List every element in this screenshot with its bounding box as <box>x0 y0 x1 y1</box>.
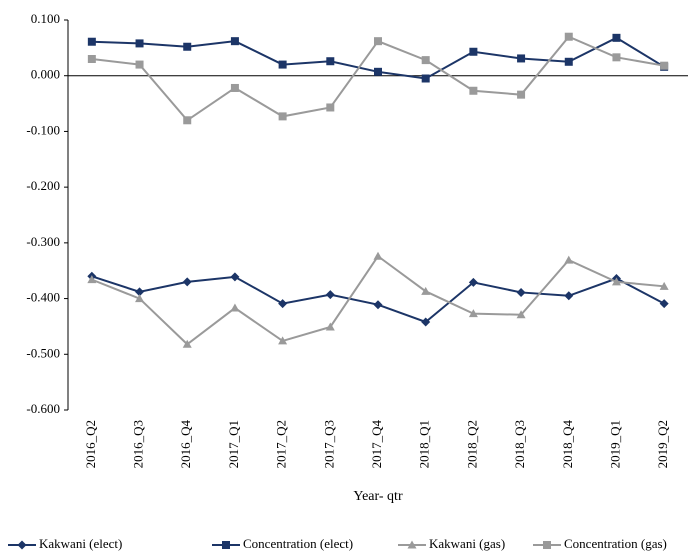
point <box>564 32 573 41</box>
x-axis-title: Year- qtr <box>353 489 403 504</box>
point <box>182 339 192 348</box>
x-tick-label: 2016_Q4 <box>178 420 193 469</box>
point <box>87 55 96 63</box>
x-tick-label: 2019_Q2 <box>655 420 670 468</box>
point <box>612 33 621 42</box>
point <box>421 56 430 65</box>
point <box>660 61 669 70</box>
x-tick-label: 2017_Q4 <box>369 420 384 469</box>
y-tick-label: -0.200 <box>26 178 60 193</box>
point <box>611 277 621 286</box>
point <box>659 281 669 290</box>
point <box>517 90 526 99</box>
x-tick-label: 2017_Q3 <box>321 420 336 468</box>
point <box>469 47 478 56</box>
legend-marker <box>222 541 230 549</box>
point <box>230 303 240 312</box>
point <box>564 57 573 66</box>
point <box>325 322 335 331</box>
series-line <box>91 275 665 324</box>
point <box>230 272 240 282</box>
point <box>278 299 288 309</box>
y-tick-label: -0.100 <box>26 122 60 137</box>
y-tick-label: -0.500 <box>26 345 60 360</box>
y-tick-label: -0.300 <box>26 234 60 249</box>
point <box>373 300 383 310</box>
point <box>373 251 383 260</box>
point <box>87 275 97 284</box>
point <box>564 255 574 264</box>
point <box>87 37 96 46</box>
point <box>564 291 574 301</box>
legend-label: Concentration (gas) <box>564 536 667 551</box>
y-tick-label: -0.400 <box>26 290 60 305</box>
x-tick-label: 2016_Q3 <box>131 420 146 468</box>
point <box>468 309 478 318</box>
point <box>182 277 192 287</box>
point <box>278 112 287 121</box>
x-tick-label: 2018_Q2 <box>464 420 479 468</box>
point <box>516 287 526 297</box>
point <box>326 57 335 66</box>
point <box>374 67 382 76</box>
y-tick-label: -0.600 <box>26 401 60 416</box>
point <box>135 287 145 297</box>
point <box>278 336 288 345</box>
x-tick-label: 2018_Q1 <box>417 420 432 468</box>
point <box>421 286 431 295</box>
x-tick-label: 2017_Q2 <box>274 420 289 468</box>
point <box>659 299 669 309</box>
point <box>230 83 239 92</box>
point <box>468 277 478 287</box>
y-tick-label: 0.000 <box>31 67 60 82</box>
x-tick-label: 2019_Q1 <box>607 420 622 468</box>
series-line <box>91 35 665 122</box>
x-tick-label: 2018_Q3 <box>512 420 527 468</box>
x-tick-label: 2016_Q2 <box>83 420 98 468</box>
point <box>326 103 335 112</box>
point <box>612 53 621 62</box>
legend-label: Kakwani (elect) <box>39 536 122 551</box>
point <box>135 294 145 303</box>
point <box>516 310 526 319</box>
legend-label: Concentration (elect) <box>243 536 353 551</box>
point <box>374 37 382 46</box>
point <box>135 39 144 48</box>
x-tick-label: 2018_Q4 <box>560 420 575 469</box>
point <box>183 42 192 51</box>
point <box>469 86 478 95</box>
point <box>278 60 287 69</box>
point <box>517 54 526 63</box>
point <box>230 37 239 46</box>
point <box>135 60 144 69</box>
point <box>421 74 430 83</box>
legend-marker <box>17 540 27 550</box>
legend-marker <box>543 541 551 549</box>
point <box>421 317 431 327</box>
legend-label: Kakwani (gas) <box>429 536 505 551</box>
legend-marker <box>407 540 417 549</box>
x-tick-label: 2017_Q1 <box>226 420 241 468</box>
y-tick-label: 0.100 <box>31 11 60 26</box>
point <box>183 116 192 125</box>
point <box>325 290 335 300</box>
